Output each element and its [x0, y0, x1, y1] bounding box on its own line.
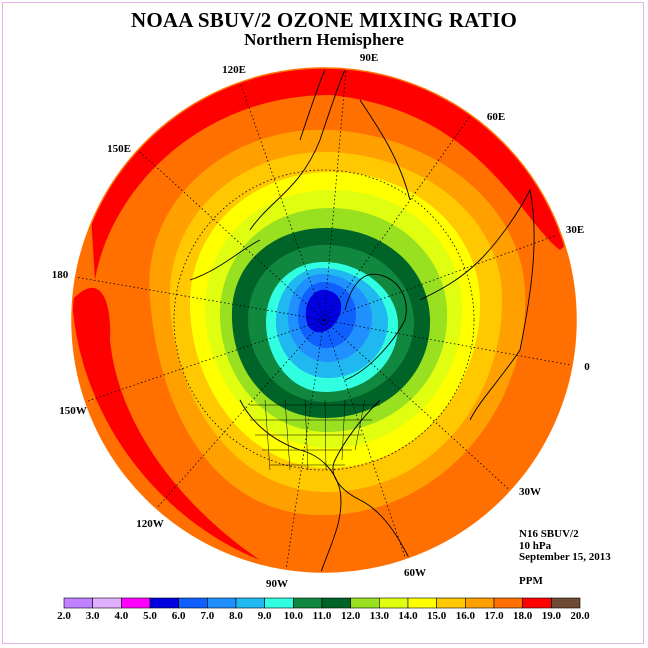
states-grid-horizontal: [250, 404, 380, 466]
lon-label-150w: 150W: [59, 405, 87, 417]
colorbar-label: 4.0: [114, 610, 128, 622]
colorbar-swatch: [551, 597, 581, 609]
coastline-asia-east: [249, 69, 346, 231]
colorbar-swatch: [465, 597, 495, 609]
contour-18-19-north: [90, 68, 576, 280]
colorbar-swatch: [379, 597, 409, 609]
latitude-circle: [173, 169, 475, 471]
map-subtitle: Northern Hemisphere: [244, 30, 404, 49]
colorbar-label: 12.0: [341, 610, 361, 622]
meridian-30e: [323, 234, 558, 321]
colorbar-label: 2.0: [57, 610, 71, 622]
lon-label-180: 180: [52, 269, 69, 281]
colorbar-swatch: [436, 597, 466, 609]
colorbar-label: 5.0: [143, 610, 157, 622]
coastline-americas-east: [332, 399, 411, 561]
colorbar-swatch: [121, 597, 151, 609]
colorbar: 2.0 3.0 4.0 5.0 6.0 7.0 8.0 9.0 10.0 11.0 12.0 13.0…: [57, 597, 590, 622]
lon-label-120e: 120E: [222, 64, 246, 76]
colorbar-label: 17.0: [484, 610, 504, 622]
colorbar-label: 7.0: [200, 610, 214, 622]
graticule: [74, 69, 576, 571]
colorbar-label: 10.0: [284, 610, 304, 622]
colorbar-label: 19.0: [542, 610, 562, 622]
info-satellite: N16 SBUV/2: [519, 528, 579, 540]
colorbar-swatch: [522, 597, 552, 609]
colorbar-label: 8.0: [229, 610, 243, 622]
coastline-greenland: [344, 273, 407, 381]
colorbar-swatch: [207, 597, 237, 609]
coastlines: [189, 69, 535, 572]
colorbar-swatch: [321, 597, 351, 609]
lon-label-0: 0: [584, 361, 590, 373]
meridian-0: [323, 319, 576, 367]
colorbar-swatch: [178, 597, 208, 609]
contour-18-19-west: [72, 287, 260, 560]
info-pressure: 10 hPa: [519, 540, 552, 552]
info-date: September 15, 2013: [519, 551, 611, 563]
lon-label-90e: 90E: [360, 52, 378, 64]
colorbar-label: 16.0: [456, 610, 476, 622]
info-units: PPM: [519, 575, 543, 587]
map-title: NOAA SBUV/2 OZONE MIXING RATIO: [131, 8, 517, 32]
lon-label-150e: 150E: [107, 143, 131, 155]
lon-label-60w: 60W: [404, 567, 426, 579]
lon-label-30e: 30E: [566, 224, 584, 236]
colorbar-label: 3.0: [86, 610, 100, 622]
colorbar-swatch: [149, 597, 179, 609]
colorbar-label: 14.0: [398, 610, 418, 622]
meridian-90e: [323, 69, 347, 321]
colorbar-swatch: [63, 597, 93, 609]
lon-label-60e: 60E: [487, 111, 505, 123]
colorbar-label: 9.0: [258, 610, 272, 622]
colorbar-swatch: [235, 597, 265, 609]
colorbar-label: 11.0: [313, 610, 332, 622]
lon-label-30w: 30W: [519, 486, 541, 498]
colorbar-label: 20.0: [570, 610, 590, 622]
map-boundary: [71, 67, 577, 573]
colorbar-swatch: [92, 597, 122, 609]
colorbar-swatch: [407, 597, 437, 609]
lon-label-120w: 120W: [136, 518, 164, 530]
coastline-europe: [419, 188, 535, 421]
coastline-asia-interior: [299, 69, 411, 201]
colorbar-label: 6.0: [172, 610, 186, 622]
colorbar-swatch: [264, 597, 294, 609]
coastline-americas-west: [239, 399, 342, 572]
ozone-contours: [72, 68, 576, 572]
colorbar-label: 13.0: [370, 610, 390, 622]
colorbar-label: 18.0: [513, 610, 533, 622]
colorbar-swatch: [350, 597, 380, 609]
lon-label-90w: 90W: [266, 578, 288, 590]
colorbar-swatch: [493, 597, 523, 609]
coastline-alaska: [189, 239, 261, 281]
meridian-150e: [139, 151, 325, 321]
colorbar-label: 15.0: [427, 610, 447, 622]
colorbar-swatch: [293, 597, 323, 609]
